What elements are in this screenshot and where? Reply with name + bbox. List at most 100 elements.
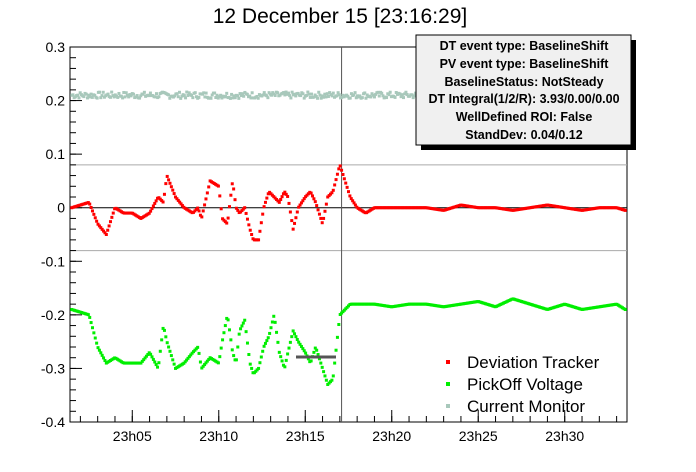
pickoff-voltage-point	[237, 332, 241, 336]
legend-label-pickoff-voltage: PickOff Voltage	[467, 375, 583, 394]
pickoff-voltage-point	[205, 359, 209, 363]
deviation-tracker-point	[205, 191, 209, 195]
current-monitor-point	[231, 96, 235, 100]
current-monitor-point	[270, 93, 274, 97]
current-monitor-point	[369, 95, 373, 99]
current-monitor-point	[330, 94, 334, 98]
pickoff-voltage-point	[93, 336, 97, 340]
pickoff-voltage-point	[140, 359, 144, 363]
pickoff-voltage-point	[164, 335, 168, 339]
deviation-tracker-point	[344, 181, 348, 185]
current-monitor-point	[307, 92, 311, 96]
y-tick-label: 0	[57, 200, 65, 216]
pickoff-voltage-point	[288, 340, 292, 344]
pickoff-voltage-point	[234, 358, 238, 362]
deviation-tracker-point	[288, 210, 292, 214]
current-monitor-point	[326, 94, 330, 98]
pickoff-voltage-point	[95, 341, 99, 345]
current-monitor-point	[309, 92, 313, 96]
current-monitor-point	[308, 95, 312, 99]
deviation-tracker-point	[226, 216, 230, 220]
current-monitor-point	[214, 95, 218, 99]
current-monitor-point	[194, 95, 198, 99]
pickoff-voltage-point	[259, 355, 263, 359]
current-monitor-point	[147, 94, 151, 98]
info-box-panel	[415, 34, 632, 146]
deviation-tracker-point	[295, 210, 299, 214]
current-monitor-point	[179, 96, 183, 100]
current-monitor-point	[225, 91, 229, 95]
deviation-tracker-point	[291, 227, 295, 231]
pickoff-voltage-point	[262, 344, 266, 348]
y-axis: -0.4 -0.3 -0.2 -0.1 0 0.1 0.2 0.3	[41, 39, 82, 430]
deviation-tracker-point	[172, 192, 176, 196]
pickoff-voltage-point	[189, 353, 193, 357]
current-monitor-point	[98, 90, 102, 94]
pickoff-voltage-point	[197, 351, 201, 355]
pickoff-voltage-point	[273, 320, 277, 324]
pickoff-voltage-point	[270, 320, 274, 324]
pickoff-voltage-point	[187, 355, 191, 359]
pickoff-voltage-point	[275, 330, 279, 334]
pickoff-voltage-point	[200, 366, 204, 370]
current-monitor-point	[402, 96, 406, 100]
deviation-tracker-point	[147, 211, 151, 215]
current-monitor-point	[228, 96, 232, 100]
current-monitor-point	[377, 94, 381, 98]
legend-marker-current-monitor	[446, 404, 450, 408]
current-monitor-point	[127, 95, 131, 99]
current-monitor-point	[142, 90, 146, 94]
deviation-tracker-point	[319, 216, 323, 220]
current-monitor-point	[376, 90, 380, 94]
deviation-tracker-point	[102, 229, 106, 233]
deviation-tracker-point	[169, 185, 173, 189]
y-tick-label: -0.3	[41, 360, 65, 376]
current-monitor-point	[89, 92, 93, 96]
pickoff-voltage-point	[223, 324, 227, 328]
pickoff-voltage-point	[286, 352, 290, 356]
deviation-tracker-point	[334, 178, 338, 182]
current-monitor-point	[306, 90, 310, 94]
current-monitor-point	[323, 92, 327, 96]
deviation-tracker-point	[247, 223, 251, 227]
deviation-tracker-point	[320, 221, 324, 225]
deviation-tracker-point	[317, 212, 321, 216]
current-monitor-point	[393, 95, 397, 99]
deviation-tracker-point	[316, 208, 320, 212]
current-monitor-point	[337, 93, 341, 97]
current-monitor-point	[233, 96, 237, 100]
current-monitor-point	[403, 92, 407, 96]
pickoff-voltage-point	[302, 349, 306, 353]
pickoff-voltage-point	[298, 342, 302, 346]
current-monitor-point	[116, 95, 120, 99]
current-monitor-point	[349, 92, 353, 96]
pickoff-voltage-point	[165, 341, 169, 345]
pickoff-voltage-point	[216, 361, 220, 365]
pickoff-voltage-point	[168, 349, 172, 353]
current-monitor-point	[99, 96, 103, 100]
pickoff-voltage-point	[323, 374, 327, 378]
pickoff-voltage-point	[221, 338, 225, 342]
current-monitor-point	[372, 95, 376, 99]
deviation-tracker-point	[298, 203, 302, 207]
deviation-tracker-point	[323, 209, 327, 213]
deviation-tracker-point	[111, 211, 115, 215]
current-monitor-point	[176, 95, 180, 99]
current-monitor-point	[250, 91, 254, 95]
current-monitor-point	[239, 94, 243, 98]
pickoff-voltage-point	[92, 331, 96, 335]
pickoff-voltage-point	[250, 366, 254, 370]
deviation-tracker-point	[342, 177, 346, 181]
current-monitor-point	[209, 96, 213, 100]
pickoff-voltage-point	[204, 361, 208, 365]
pickoff-voltage-point	[244, 330, 248, 334]
info-line-6: StandDev: 0.04/0.12	[465, 128, 582, 142]
deviation-tracker-point	[243, 206, 247, 210]
current-monitor-point	[405, 93, 409, 97]
legend: Deviation Tracker PickOff Voltage Curren…	[446, 353, 600, 416]
y-tick-label: 0.2	[46, 93, 66, 109]
current-monitor-point	[371, 93, 375, 97]
current-monitor-point	[302, 96, 306, 100]
current-monitor-point	[215, 93, 219, 97]
deviation-tracker-point	[263, 200, 267, 204]
